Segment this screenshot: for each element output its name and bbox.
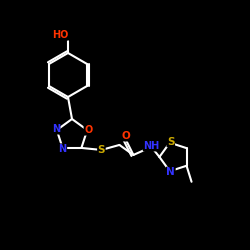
Text: O: O [121,131,130,141]
Text: NH: NH [143,141,160,151]
Text: S: S [167,137,174,147]
Text: HO: HO [52,30,68,40]
Text: N: N [58,144,67,154]
Text: N: N [52,124,60,134]
Text: O: O [84,125,92,135]
Text: S: S [98,145,105,155]
Text: N: N [166,167,175,177]
